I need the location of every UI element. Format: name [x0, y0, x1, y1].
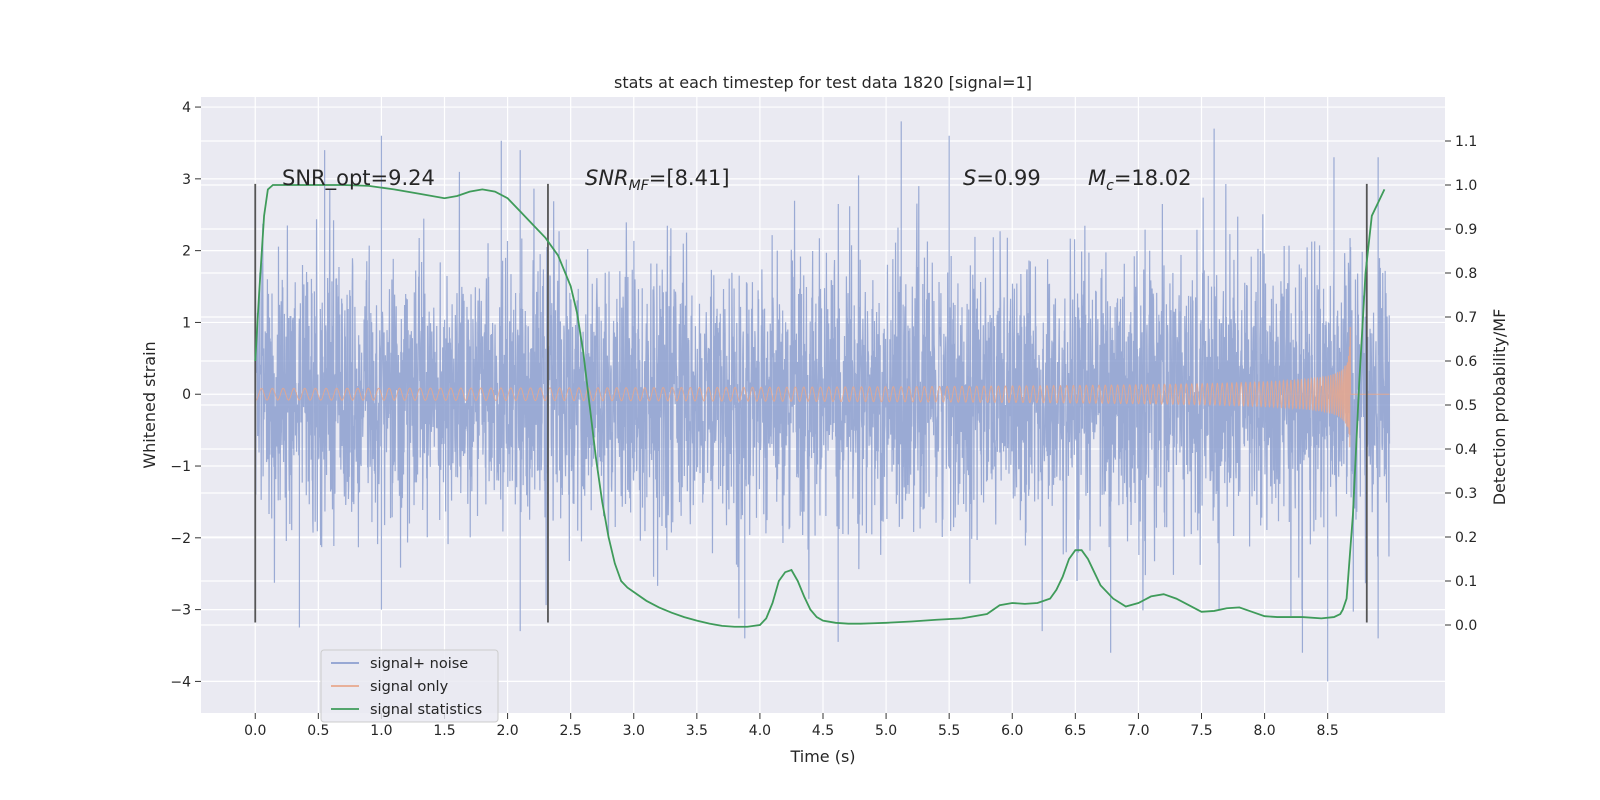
x-tick-label-9: 4.5	[812, 723, 834, 739]
y-left-tick-label-1: −3	[170, 603, 191, 619]
mc-sub: c	[1106, 178, 1114, 194]
x-tick-label-1: 0.5	[307, 723, 329, 739]
snr-opt-annotation: SNR_opt=9.24	[282, 166, 435, 191]
y-left-tick-label-6: 2	[182, 244, 191, 260]
y-left-tick-label-8: 4	[182, 100, 191, 116]
y-axis-right: 0.0 0.1 0.2 0.3 0.4 0.5 0.6 0.7 0.8 0.9 1.0 1.1	[1445, 134, 1477, 634]
statistics-series	[254, 184, 1386, 628]
x-tick-label-5: 2.5	[560, 723, 582, 739]
snr-mf-sub: MF	[629, 178, 650, 194]
y-left-tick-label-7: 3	[182, 172, 191, 188]
y-right-tick-label-2: 0.2	[1455, 530, 1477, 546]
y-left-tick-label-2: −2	[170, 531, 191, 547]
y-right-tick-label-3: 0.3	[1455, 486, 1477, 502]
signal-only-line	[254, 326, 1390, 448]
x-tick-label-7: 3.5	[686, 723, 708, 739]
chart-title: stats at each timestep for test data 182…	[614, 73, 1032, 92]
signal-noise-line	[254, 121, 1391, 682]
y-right-tick-label-8: 0.8	[1455, 266, 1477, 282]
legend-box	[320, 649, 499, 723]
y-left-tick-label-4: 0	[182, 387, 191, 403]
snr-mf-value: =[8.41]	[649, 166, 730, 190]
signal-only-series	[254, 326, 1390, 448]
signal-statistics-line	[254, 184, 1386, 628]
legend-label-signal-noise: signal+ noise	[370, 656, 468, 672]
x-tick-label-13: 6.5	[1064, 723, 1086, 739]
y-left-tick-label-5: 1	[182, 315, 191, 331]
s-value: =0.99	[976, 166, 1040, 190]
x-tick-label-14: 7.0	[1127, 723, 1149, 739]
legend: signal+ noise signal only signal statist…	[320, 649, 499, 723]
y-right-tick-label-10: 1.0	[1455, 178, 1477, 194]
y-axis-left: −4 −3 −2 −1 0 1 2 3 4	[170, 100, 201, 690]
y-axis-left-label: Whitened strain	[140, 341, 159, 468]
x-tick-label-15: 7.5	[1190, 723, 1212, 739]
x-tick-label-0: 0.0	[244, 723, 266, 739]
y-right-tick-label-11: 1.1	[1455, 134, 1477, 150]
y-left-tick-label-0: −4	[170, 674, 191, 690]
x-tick-label-8: 4.0	[749, 723, 771, 739]
mc-main: M	[1088, 166, 1106, 190]
x-tick-label-16: 8.0	[1253, 723, 1275, 739]
y-right-tick-label-5: 0.5	[1455, 398, 1477, 414]
y-left-tick-label-3: −1	[170, 459, 191, 475]
y-right-tick-label-0: 0.0	[1455, 618, 1477, 634]
snr-mf-annotation: SNRMF=[8.41]	[585, 166, 730, 194]
annotations: SNR_opt=9.24 SNRMF=[8.41] S=0.99 Mc=18.0…	[282, 166, 1192, 194]
y-right-tick-label-1: 0.1	[1455, 574, 1477, 590]
x-tick-label-3: 1.5	[433, 723, 455, 739]
x-tick-label-17: 8.5	[1317, 723, 1339, 739]
x-tick-label-6: 3.0	[623, 723, 645, 739]
x-tick-label-12: 6.0	[1001, 723, 1023, 739]
legend-label-signal-only: signal only	[370, 679, 449, 695]
y-right-tick-label-4: 0.4	[1455, 442, 1477, 458]
legend-label-signal-statistics: signal statistics	[370, 702, 482, 718]
y-right-tick-label-7: 0.7	[1455, 310, 1477, 326]
x-tick-label-10: 5.0	[875, 723, 897, 739]
signal-noise-series	[254, 121, 1391, 682]
x-axis-label: Time (s)	[789, 747, 855, 766]
x-tick-label-11: 5.5	[938, 723, 960, 739]
y-right-tick-label-9: 0.9	[1455, 222, 1477, 238]
x-axis: 0.0 0.5 1.0 1.5 2.0 2.5 3.0 3.5 4.0 4.5 5.0 5.5 6.0 6…	[244, 713, 1339, 739]
s-main: S	[963, 166, 976, 190]
y-axis-right-label: Detection probability/MF	[1490, 309, 1509, 506]
mc-value: =18.02	[1114, 166, 1192, 190]
x-tick-label-2: 1.0	[370, 723, 392, 739]
mc-annotation: Mc=18.02	[1088, 166, 1192, 194]
s-annotation: S=0.99	[963, 166, 1041, 190]
snr-mf-main: SNR	[585, 166, 629, 190]
x-tick-label-4: 2.0	[496, 723, 518, 739]
y-right-tick-label-6: 0.6	[1455, 354, 1477, 370]
